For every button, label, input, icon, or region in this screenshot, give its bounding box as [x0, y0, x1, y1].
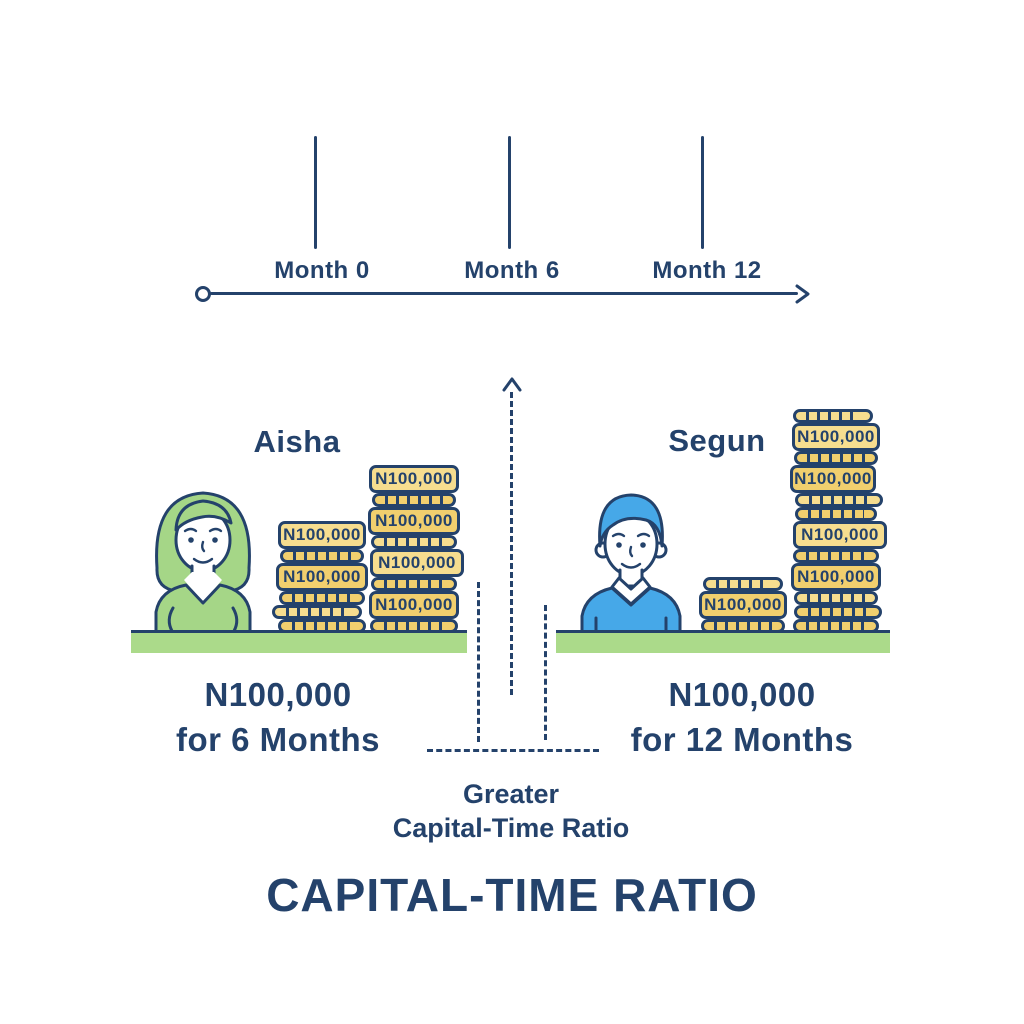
- coin-ridges: [806, 552, 866, 560]
- coin-n100000: N100,000: [793, 521, 887, 549]
- coin-ridges: [714, 622, 772, 630]
- coin-ridges: [807, 594, 865, 602]
- timeline-start-circle: [195, 286, 211, 302]
- coin-stack-aisha-short: N100,000 N100,000: [272, 521, 368, 633]
- coin-ridges: [807, 510, 865, 518]
- coin-edge: [372, 493, 456, 507]
- coin-ridges: [291, 622, 353, 630]
- coin-ridges: [807, 454, 865, 462]
- coin-edge: [272, 605, 362, 619]
- person-name-segun: Segun: [668, 423, 766, 458]
- caption-amount: N100,000: [668, 676, 816, 713]
- dashed-line-horizontal: [427, 749, 599, 752]
- person-name-aisha: Aisha: [253, 424, 341, 459]
- coin-edge: [279, 591, 365, 605]
- caption-segun: N100,000 for 12 Months: [612, 672, 872, 762]
- coin-ridges: [805, 412, 861, 420]
- coin-n100000: N100,000: [791, 563, 881, 591]
- caption-aisha: N100,000 for 6 Months: [148, 672, 408, 762]
- coin-edge: [794, 591, 878, 605]
- coin-n100000: N100,000: [369, 465, 459, 493]
- coin-n100000: N100,000: [278, 521, 366, 549]
- coin-n100000: N100,000: [790, 465, 876, 493]
- coin-edge: [280, 549, 364, 563]
- timeline-label-month6: Month 6: [464, 257, 560, 284]
- coin-n100000: N100,000: [370, 549, 464, 577]
- caption-duration: for 6 Months: [176, 721, 380, 758]
- dashed-arrow-up: [510, 392, 513, 695]
- coin-ridges: [384, 538, 444, 546]
- timeline-tick-month6: [508, 136, 511, 249]
- coin-edge: [795, 507, 877, 521]
- coin-ridges: [808, 496, 870, 504]
- coin-n100000: N100,000: [792, 423, 880, 451]
- coin-ridges: [715, 580, 771, 588]
- coin-ridges: [292, 594, 352, 602]
- coin-edge: [370, 619, 458, 633]
- coin-ridges: [293, 552, 351, 560]
- dashed-line-left: [477, 582, 480, 742]
- coin-n100000: N100,000: [369, 591, 459, 619]
- ground-left: [131, 630, 467, 653]
- dashed-arrow-head-icon: [502, 377, 522, 392]
- caption-duration: for 12 Months: [630, 721, 854, 758]
- segun-avatar: [580, 493, 682, 634]
- coin-edge: [793, 619, 879, 633]
- coin-edge: [793, 409, 873, 423]
- main-title: CAPITAL-TIME RATIO: [266, 869, 758, 921]
- timeline: Month 0 Month 6 Month 12: [0, 0, 1024, 340]
- coin-n100000: N100,000: [368, 507, 460, 535]
- dashed-line-right: [544, 605, 547, 740]
- coin-edge: [371, 535, 457, 549]
- coin-ridges: [383, 622, 445, 630]
- coin-edge: [794, 451, 878, 465]
- coin-stack-aisha-tall: N100,000 N100,000 N100,000 N100,000: [367, 465, 464, 633]
- timeline-axis: [210, 292, 798, 295]
- coin-edge: [793, 549, 879, 563]
- timeline-label-month12: Month 12: [652, 257, 762, 284]
- ground-right: [556, 630, 890, 653]
- timeline-tick-month0: [314, 136, 317, 249]
- coin-edge: [703, 577, 783, 591]
- coin-edge: [794, 605, 882, 619]
- timeline-arrowhead-icon: [795, 284, 810, 304]
- coin-ridges: [384, 580, 444, 588]
- coin-stack-segun-tall: N100,000 N100,000 N100,000 N100,000: [789, 409, 887, 633]
- coin-ridges: [285, 608, 349, 616]
- caption-amount: N100,000: [204, 676, 352, 713]
- aisha-avatar: [154, 491, 252, 634]
- timeline-label-month0: Month 0: [274, 257, 370, 284]
- coin-edge: [795, 493, 883, 507]
- timeline-tick-month12: [701, 136, 704, 249]
- coin-ridges: [807, 608, 869, 616]
- coin-stack-segun-short: N100,000: [699, 577, 787, 633]
- annotation-line2: Capital-Time Ratio: [392, 813, 630, 843]
- annotation-greater-ratio: Greater Capital-Time Ratio: [351, 777, 671, 845]
- coin-n100000: N100,000: [276, 563, 368, 591]
- coin-edge: [701, 619, 785, 633]
- coin-edge: [371, 577, 457, 591]
- coin-edge: [278, 619, 366, 633]
- annotation-line1: Greater: [462, 779, 560, 809]
- coin-ridges: [385, 496, 443, 504]
- coin-n100000: N100,000: [699, 591, 787, 619]
- coin-ridges: [806, 622, 866, 630]
